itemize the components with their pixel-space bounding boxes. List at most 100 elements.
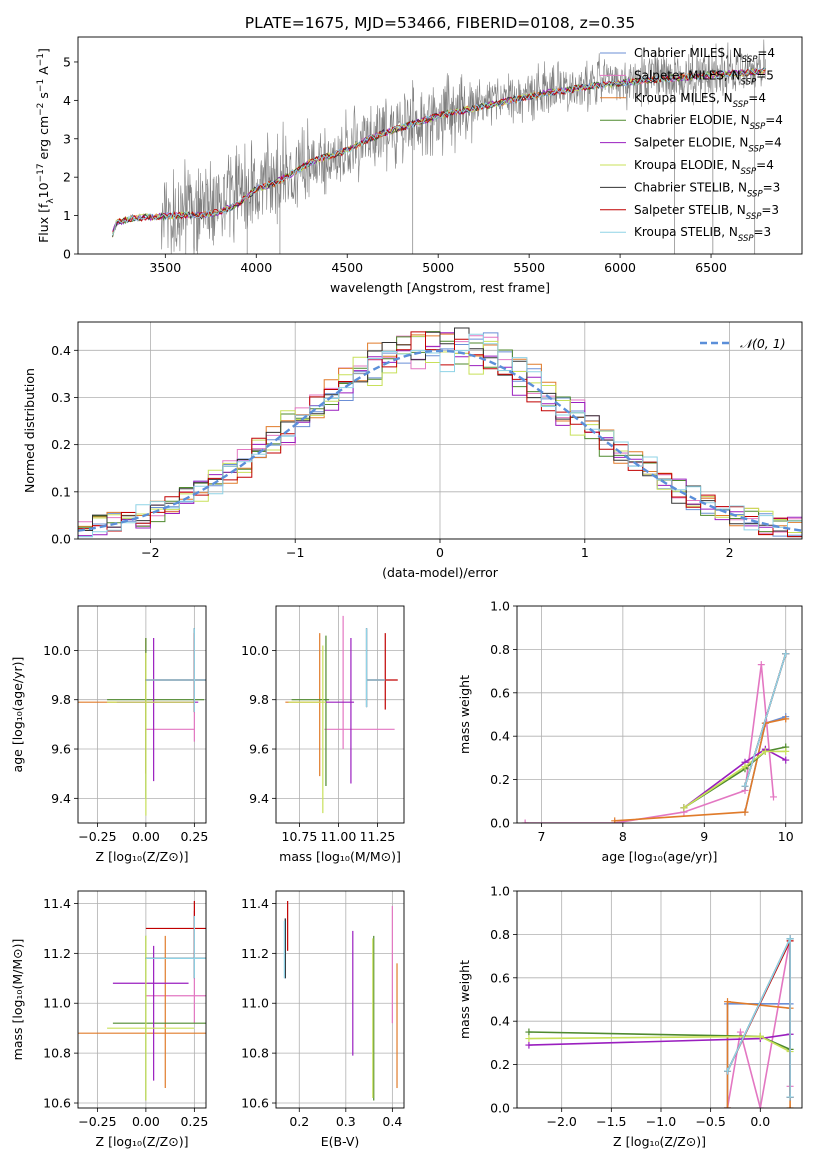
mass-weight-line bbox=[614, 718, 786, 822]
x-tick-label: 10 bbox=[778, 829, 794, 844]
y-tick-label: 0.1 bbox=[51, 484, 71, 499]
y-tick-label: 0.2 bbox=[490, 772, 510, 787]
age-vs-Z-plot-area bbox=[78, 606, 206, 823]
legend-sub: SSP bbox=[747, 189, 763, 199]
y-tick-label: 1.0 bbox=[490, 599, 510, 614]
mass-weight-point bbox=[782, 756, 790, 764]
y-axis-label-part: Flux [f bbox=[36, 203, 51, 243]
mass-weight-point bbox=[521, 819, 529, 823]
y-axis-label: mass weight bbox=[457, 675, 472, 754]
legend-sub: SSP bbox=[738, 234, 754, 244]
y-tick-label: 11.4 bbox=[43, 896, 71, 911]
legend-count: =4 bbox=[757, 46, 775, 60]
x-tick-label: 0.25 bbox=[180, 829, 208, 844]
axes-frame bbox=[77, 890, 207, 1109]
legend-count: =3 bbox=[763, 180, 781, 194]
legend-label: Salpeter STELIB, NSSP=3 bbox=[634, 203, 779, 222]
mass-weight-point bbox=[724, 1104, 732, 1108]
y-tick-label: 3 bbox=[63, 131, 71, 146]
y-tick-label: 0 bbox=[63, 247, 71, 262]
figure-title: PLATE=1675, MJD=53466, FIBERID=0108, z=0… bbox=[245, 14, 635, 32]
y-axis-label-part: −17 bbox=[36, 163, 46, 182]
y-axis-label-part: ] bbox=[36, 48, 51, 53]
x-tick-label: 1 bbox=[581, 545, 589, 560]
x-tick-label: 9 bbox=[700, 829, 708, 844]
residual-histogram bbox=[78, 333, 802, 538]
x-tick-label: −1.5 bbox=[596, 1114, 626, 1129]
mass-weight-point bbox=[786, 1093, 794, 1101]
y-tick-label: 0.8 bbox=[490, 642, 510, 657]
x-tick-label: 0.4 bbox=[382, 1114, 402, 1129]
mass-vs-ebv-plot-area bbox=[276, 891, 404, 1108]
mass-weight-point bbox=[756, 1032, 764, 1040]
y-axis-label-part: −1 bbox=[36, 53, 46, 66]
y-axis-label: age [log₁₀(age/yr)] bbox=[10, 657, 25, 773]
y-tick-label: 0.3 bbox=[51, 390, 71, 405]
model-spectrum bbox=[112, 68, 766, 232]
x-tick-label: 8 bbox=[619, 829, 627, 844]
panel-spectrum: 3500 4000 4500 5000 5500 6000 6500 0 1 2 3 4 5 wavele… bbox=[36, 36, 803, 295]
mass-weight-line bbox=[726, 938, 791, 1098]
legend-sub: SSP bbox=[742, 55, 758, 65]
legend-label: Kroupa ELODIE, NSSP=4 bbox=[634, 158, 774, 177]
y-axis-label-part: −1 bbox=[36, 79, 46, 92]
x-axis-label: Z [log₁₀(Z/Z⊙)] bbox=[96, 1134, 189, 1149]
mass-weight-line bbox=[726, 938, 791, 1108]
y-tick-label: 0.8 bbox=[490, 927, 510, 942]
mass-weight-line bbox=[726, 938, 791, 1098]
y-axis-label: mass [log₁₀(M/M⊙)] bbox=[10, 939, 25, 1061]
y-tick-label: 9.8 bbox=[51, 692, 71, 707]
mass-weight-point bbox=[741, 782, 749, 790]
y-tick-label: 0.0 bbox=[51, 532, 71, 547]
x-tick-label: −2 bbox=[141, 545, 159, 560]
axes-frame bbox=[516, 605, 803, 824]
x-tick-label: 4000 bbox=[240, 260, 272, 275]
x-tick-label: 0.2 bbox=[289, 1114, 309, 1129]
mass-weight-point bbox=[736, 1028, 744, 1036]
legend-label: Kroupa STELIB, NSSP=3 bbox=[634, 225, 771, 244]
mass-weight-line bbox=[744, 653, 787, 787]
legend-count: =3 bbox=[761, 203, 779, 217]
y-axis-label-part: λ bbox=[46, 198, 56, 204]
legend-sub: SSP bbox=[733, 100, 749, 110]
x-tick-label: 0.0 bbox=[750, 1114, 770, 1129]
y-tick-label: 10.8 bbox=[241, 1046, 269, 1061]
mass-weight-point bbox=[782, 715, 790, 723]
mass-weight-point bbox=[680, 804, 688, 812]
x-tick-label: −1 bbox=[286, 545, 304, 560]
mass-weight-point bbox=[611, 817, 619, 823]
mass-weight-point bbox=[756, 1104, 764, 1108]
x-tick-label: 0.00 bbox=[132, 1114, 160, 1129]
x-axis-label: E(B-V) bbox=[321, 1134, 360, 1149]
legend-count: =4 bbox=[765, 113, 783, 127]
age-vs-mass-plot-area bbox=[276, 606, 404, 823]
x-tick-label: −1.0 bbox=[646, 1114, 676, 1129]
y-tick-label: 9.6 bbox=[51, 742, 71, 757]
y-axis-label-part: A bbox=[36, 66, 51, 79]
panel-mass-weight-vs-Z: −2.0 −1.5 −1.0 −0.5 0.0 0.0 0.2 0.4 0.6 0.8 1.0 Z [… bbox=[457, 884, 803, 1149]
x-tick-label: 10.75 bbox=[282, 829, 318, 844]
y-tick-label: 11.4 bbox=[241, 896, 269, 911]
y-tick-label: 0.0 bbox=[490, 816, 510, 831]
residuals-plot-area bbox=[78, 322, 802, 539]
mass-weight-vs-Z-plot-area bbox=[517, 891, 802, 1108]
mass-weight-vs-age-plot-area bbox=[517, 606, 802, 823]
y-tick-label: 11.0 bbox=[241, 996, 269, 1011]
legend-label: 𝒩(0, 1) bbox=[740, 336, 786, 351]
y-axis-label-part: 10 bbox=[36, 182, 51, 198]
mass-weight-point bbox=[761, 747, 769, 755]
y-tick-label: 9.4 bbox=[51, 791, 71, 806]
x-tick-label: 11.00 bbox=[321, 829, 357, 844]
legend-label: Chabrier STELIB, NSSP=3 bbox=[634, 180, 780, 199]
mass-vs-Z-plot-area bbox=[78, 891, 206, 1108]
axes-frame bbox=[516, 890, 803, 1109]
y-tick-label: 0.4 bbox=[51, 343, 71, 358]
y-axis-label: Normed distribution bbox=[22, 368, 37, 493]
y-axis-label-part: −2 bbox=[36, 103, 46, 116]
y-tick-label: 4 bbox=[63, 93, 71, 108]
legend-sub: SSP bbox=[741, 77, 757, 87]
mass-weight-point bbox=[525, 1028, 533, 1036]
x-tick-label: 0.00 bbox=[132, 829, 160, 844]
y-tick-label: 10.8 bbox=[43, 1046, 71, 1061]
